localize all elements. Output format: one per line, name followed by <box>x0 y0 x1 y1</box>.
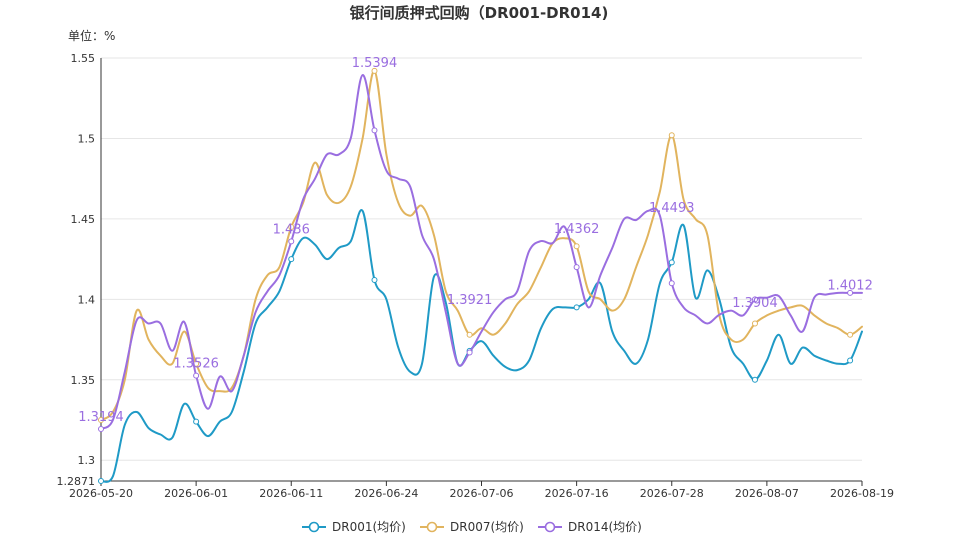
data-point[interactable] <box>751 296 758 303</box>
legend-item-1[interactable]: DR001(均价) <box>302 520 406 534</box>
x-tick-label: 2026-06-01 <box>164 487 228 500</box>
data-label: 1.4012 <box>827 278 873 293</box>
data-point[interactable] <box>98 426 104 433</box>
chart-title: 银行间质押式回购（DR001-DR014) <box>350 4 609 22</box>
legend-marker-icon <box>426 521 438 533</box>
y-tick-label: 1.3 <box>78 454 96 467</box>
legend-label: DR001(均价) <box>332 520 406 534</box>
data-point[interactable] <box>193 418 200 425</box>
data-point[interactable] <box>288 223 295 230</box>
data-point[interactable] <box>847 357 854 364</box>
data-point[interactable] <box>573 243 580 250</box>
series-layer <box>98 67 863 484</box>
x-tick-label: 2026-08-07 <box>735 487 799 500</box>
y-tick-label: 1.55 <box>71 52 96 65</box>
data-point[interactable] <box>98 478 104 484</box>
x-tick-label: 2026-07-16 <box>545 487 609 500</box>
data-point[interactable] <box>668 280 675 287</box>
data-point[interactable] <box>371 67 378 74</box>
data-point[interactable] <box>371 277 378 284</box>
x-tick-label: 2026-05-20 <box>69 487 133 500</box>
x-tick-label: 2026-06-24 <box>354 487 418 500</box>
y-tick-label: 1.5 <box>78 132 96 145</box>
grid <box>101 57 862 461</box>
data-point[interactable] <box>288 256 295 263</box>
data-point[interactable] <box>288 238 295 245</box>
x-tick-label: 2026-07-06 <box>450 487 514 500</box>
legend-label: DR007(均价) <box>450 520 524 534</box>
y-tick-label: 1.45 <box>71 213 96 226</box>
data-label: 1.4362 <box>554 222 600 237</box>
data-labels: 1.3194 1.3526 1.436 1.5394 1.3921 1.4362 1.449… <box>78 56 873 425</box>
legend-marker-icon <box>544 521 556 533</box>
data-point[interactable] <box>668 132 675 139</box>
data-label: 1.5394 <box>352 56 398 71</box>
x-tick-label: 2026-08-19 <box>830 487 894 500</box>
data-point[interactable] <box>573 304 580 311</box>
legend-item-2[interactable]: DR007(均价) <box>420 520 524 534</box>
data-point[interactable] <box>193 372 200 379</box>
data-point[interactable] <box>668 259 675 266</box>
data-point[interactable] <box>751 376 758 383</box>
data-point[interactable] <box>573 264 580 271</box>
data-point[interactable] <box>466 331 473 338</box>
y-tick-label: 1.4 <box>78 293 96 306</box>
data-point[interactable] <box>751 320 758 327</box>
y-tick-label: 1.35 <box>71 374 96 387</box>
y-tick-label: 1.2871 <box>57 475 96 488</box>
legend-item-3[interactable]: DR014(均价) <box>538 520 642 534</box>
data-label: 1.4493 <box>649 201 695 216</box>
data-point[interactable] <box>98 417 104 424</box>
legend[interactable]: DR001(均价) DR007(均价) DR014(均价) <box>302 520 642 534</box>
series-line-1[interactable] <box>100 209 863 483</box>
legend-label: DR014(均价) <box>568 520 642 534</box>
unit-label: 单位：% <box>68 28 115 43</box>
series-line-3[interactable] <box>100 74 863 430</box>
data-label: 1.3904 <box>732 296 778 311</box>
axes: 1.2871 1.3 1.35 1.4 1.45 1.5 1.55 2026-05-20 202… <box>57 52 894 500</box>
x-tick-label: 2026-07-28 <box>640 487 704 500</box>
data-label: 1.3921 <box>447 293 493 308</box>
legend-marker-icon <box>308 521 320 533</box>
data-label: 1.3194 <box>78 410 124 425</box>
data-label: 1.436 <box>273 222 310 237</box>
data-point[interactable] <box>847 331 854 338</box>
data-point[interactable] <box>466 349 473 356</box>
data-point[interactable] <box>371 127 378 134</box>
data-point[interactable] <box>847 289 854 296</box>
x-tick-label: 2026-06-11 <box>259 487 323 500</box>
data-label: 1.3526 <box>173 357 219 372</box>
